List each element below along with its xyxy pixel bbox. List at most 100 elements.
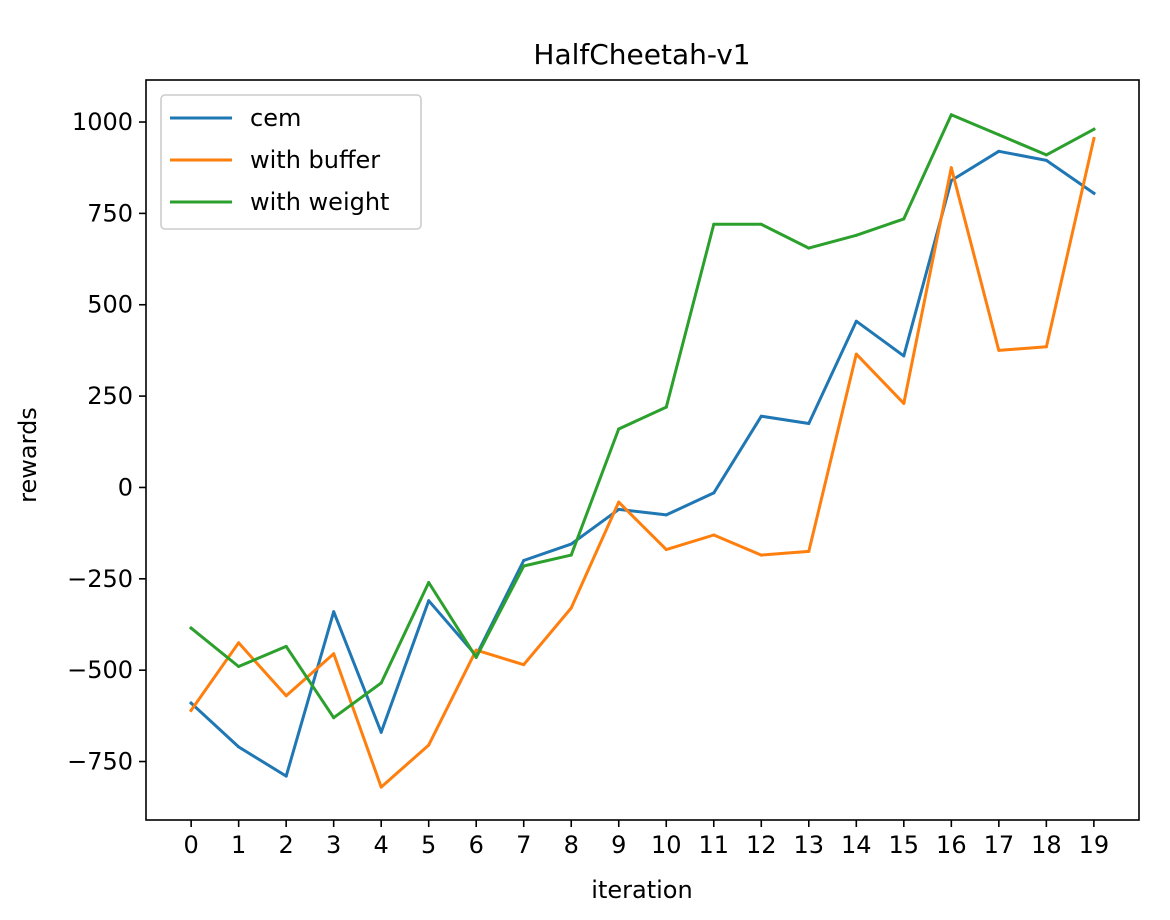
x-tick-label: 13 xyxy=(794,831,825,859)
data-point xyxy=(854,352,858,356)
series-line-with-buffer xyxy=(189,136,1096,789)
y-axis-label: rewards xyxy=(14,407,42,503)
data-point xyxy=(332,610,336,614)
chart-title: HalfCheetah-v1 xyxy=(533,38,750,71)
data-point xyxy=(1092,137,1096,140)
x-axis: 0 1 2 3 4 5 6 7 8 9 10 11 12 13 14 15 16 17 18 19 xyxy=(183,820,1109,859)
x-tick-label: 17 xyxy=(984,831,1015,859)
x-tick-label: 9 xyxy=(611,831,626,859)
data-point xyxy=(617,427,621,431)
data-point xyxy=(807,549,811,553)
data-point xyxy=(569,553,573,557)
y-tick-label: 250 xyxy=(87,382,133,410)
x-tick-label: 4 xyxy=(374,831,389,859)
x-tick-label: 0 xyxy=(183,831,198,859)
x-tick-label: 11 xyxy=(698,831,729,859)
x-tick-label: 2 xyxy=(279,831,294,859)
data-point xyxy=(1044,153,1048,157)
data-point xyxy=(664,513,668,517)
x-axis-label: iteration xyxy=(591,876,692,904)
data-point xyxy=(712,533,716,537)
legend: cem with buffer with weight xyxy=(160,94,422,230)
series-line-with-weight xyxy=(188,113,1096,720)
data-point xyxy=(712,222,716,226)
x-tick-label: 7 xyxy=(516,831,531,859)
data-point xyxy=(427,581,431,584)
data-point xyxy=(949,166,953,170)
data-point xyxy=(664,405,668,409)
data-point xyxy=(854,233,858,237)
data-point xyxy=(569,606,573,610)
data-point xyxy=(522,663,526,667)
data-point xyxy=(902,401,906,405)
legend-label: with weight xyxy=(250,188,389,216)
data-point xyxy=(569,542,573,546)
x-tick-label: 19 xyxy=(1079,831,1110,859)
data-point xyxy=(759,553,763,557)
data-point xyxy=(474,655,478,659)
data-point xyxy=(807,246,811,250)
data-point xyxy=(237,665,241,668)
series-line-cem xyxy=(188,149,1096,778)
data-point xyxy=(427,599,431,603)
data-point xyxy=(997,348,1001,352)
data-point xyxy=(997,133,1001,137)
legend-box xyxy=(160,94,422,230)
data-point xyxy=(284,644,288,648)
data-point xyxy=(664,548,668,552)
data-point xyxy=(332,652,336,656)
data-point xyxy=(522,564,526,568)
data-point xyxy=(332,716,336,720)
data-point xyxy=(854,319,858,323)
data-point xyxy=(617,500,621,504)
data-point xyxy=(949,179,953,182)
data-point xyxy=(997,149,1001,153)
x-tick-label: 15 xyxy=(889,831,920,859)
data-point xyxy=(379,681,383,685)
plot-area xyxy=(188,113,1096,789)
data-point xyxy=(1044,345,1048,349)
y-tick-label: −750 xyxy=(67,748,133,776)
data-point xyxy=(949,113,953,117)
data-point xyxy=(379,730,383,734)
data-point xyxy=(807,422,811,425)
x-tick-label: 1 xyxy=(231,831,246,859)
legend-label: with buffer xyxy=(250,146,380,174)
x-tick-label: 14 xyxy=(841,831,872,859)
y-axis: −750 −500 −250 0 250 500 750 1000 xyxy=(67,108,146,776)
data-point xyxy=(902,354,906,358)
data-point xyxy=(237,745,241,749)
data-point xyxy=(474,648,478,652)
data-point xyxy=(379,785,383,789)
y-tick-label: −500 xyxy=(67,656,133,684)
data-point xyxy=(617,507,621,511)
data-point xyxy=(189,701,193,705)
data-point xyxy=(759,414,763,418)
x-tick-label: 6 xyxy=(469,831,484,859)
data-point xyxy=(237,641,241,645)
x-tick-label: 8 xyxy=(564,831,579,859)
data-point xyxy=(189,626,193,630)
x-tick-label: 18 xyxy=(1031,831,1062,859)
legend-label: cem xyxy=(250,104,301,132)
data-point xyxy=(759,222,763,226)
x-tick-label: 16 xyxy=(936,831,967,859)
data-point xyxy=(189,708,193,712)
data-point xyxy=(284,774,288,778)
y-tick-label: 500 xyxy=(87,291,133,319)
y-tick-label: −250 xyxy=(67,565,133,593)
data-point xyxy=(902,217,906,221)
data-point xyxy=(1092,191,1096,195)
data-point xyxy=(1092,127,1096,131)
y-tick-label: 0 xyxy=(118,473,133,501)
data-point xyxy=(284,694,288,698)
plot-frame xyxy=(145,79,1140,821)
x-tick-label: 3 xyxy=(326,831,341,859)
x-tick-label: 5 xyxy=(421,831,436,859)
y-tick-label: 1000 xyxy=(72,108,133,136)
data-point xyxy=(522,559,526,562)
data-point xyxy=(712,491,716,495)
data-point xyxy=(427,743,431,747)
x-tick-label: 10 xyxy=(651,831,682,859)
